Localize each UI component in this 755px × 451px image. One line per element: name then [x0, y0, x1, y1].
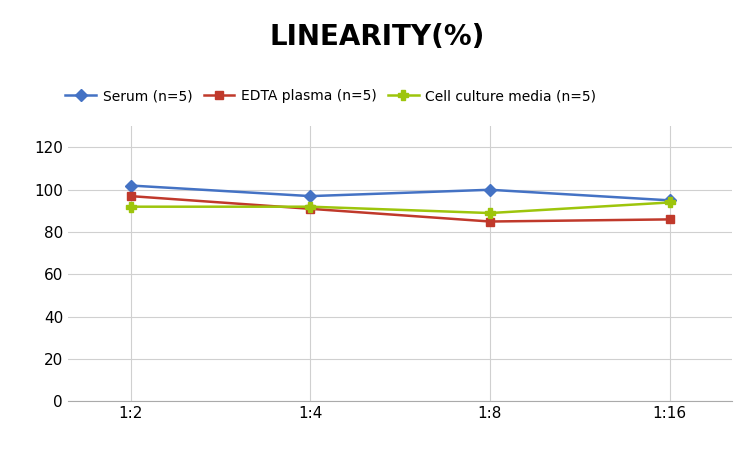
Line: EDTA plasma (n=5): EDTA plasma (n=5) — [127, 192, 673, 226]
EDTA plasma (n=5) — [485, 219, 495, 224]
EDTA plasma (n=5) — [126, 193, 135, 199]
Serum (n=5) — [485, 187, 495, 193]
Serum (n=5) — [306, 193, 315, 199]
Cell culture media (n=5) — [126, 204, 135, 209]
Line: Serum (n=5): Serum (n=5) — [127, 181, 673, 204]
Serum (n=5) — [665, 198, 674, 203]
Line: Cell culture media (n=5): Cell culture media (n=5) — [126, 198, 674, 218]
Text: LINEARITY(%): LINEARITY(%) — [270, 23, 485, 51]
Legend: Serum (n=5), EDTA plasma (n=5), Cell culture media (n=5): Serum (n=5), EDTA plasma (n=5), Cell cul… — [60, 83, 602, 109]
EDTA plasma (n=5) — [306, 206, 315, 212]
Serum (n=5) — [126, 183, 135, 188]
Cell culture media (n=5) — [306, 204, 315, 209]
EDTA plasma (n=5) — [665, 216, 674, 222]
Cell culture media (n=5) — [485, 210, 495, 216]
Cell culture media (n=5) — [665, 200, 674, 205]
